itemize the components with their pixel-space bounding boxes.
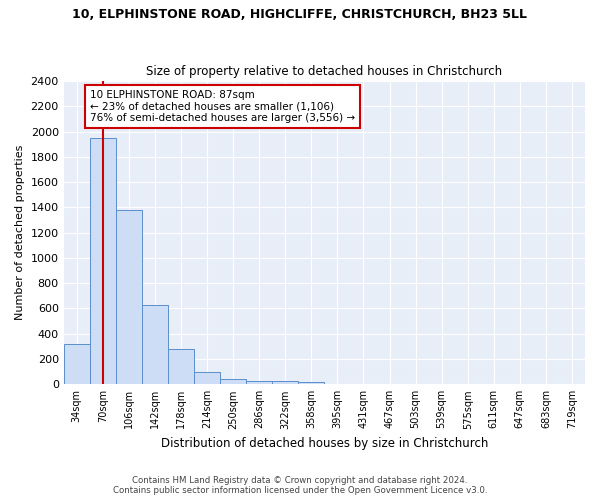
Bar: [90, 138, 116, 384]
X-axis label: Distribution of detached houses by size in Christchurch: Distribution of detached houses by size …: [161, 437, 488, 450]
Bar: [272, 381, 298, 384]
Bar: [194, 372, 220, 384]
Title: Size of property relative to detached houses in Christchurch: Size of property relative to detached ho…: [146, 66, 502, 78]
Y-axis label: Number of detached properties: Number of detached properties: [15, 145, 25, 320]
Bar: [64, 344, 90, 385]
Bar: [168, 349, 194, 384]
Bar: [246, 380, 272, 384]
Text: 10, ELPHINSTONE ROAD, HIGHCLIFFE, CHRISTCHURCH, BH23 5LL: 10, ELPHINSTONE ROAD, HIGHCLIFFE, CHRIST…: [73, 8, 527, 20]
Bar: [142, 304, 168, 384]
Text: Contains HM Land Registry data © Crown copyright and database right 2024.
Contai: Contains HM Land Registry data © Crown c…: [113, 476, 487, 495]
Bar: [116, 210, 142, 384]
Bar: [220, 378, 246, 384]
Bar: [298, 382, 325, 384]
Text: 10 ELPHINSTONE ROAD: 87sqm
← 23% of detached houses are smaller (1,106)
76% of s: 10 ELPHINSTONE ROAD: 87sqm ← 23% of deta…: [90, 90, 355, 123]
